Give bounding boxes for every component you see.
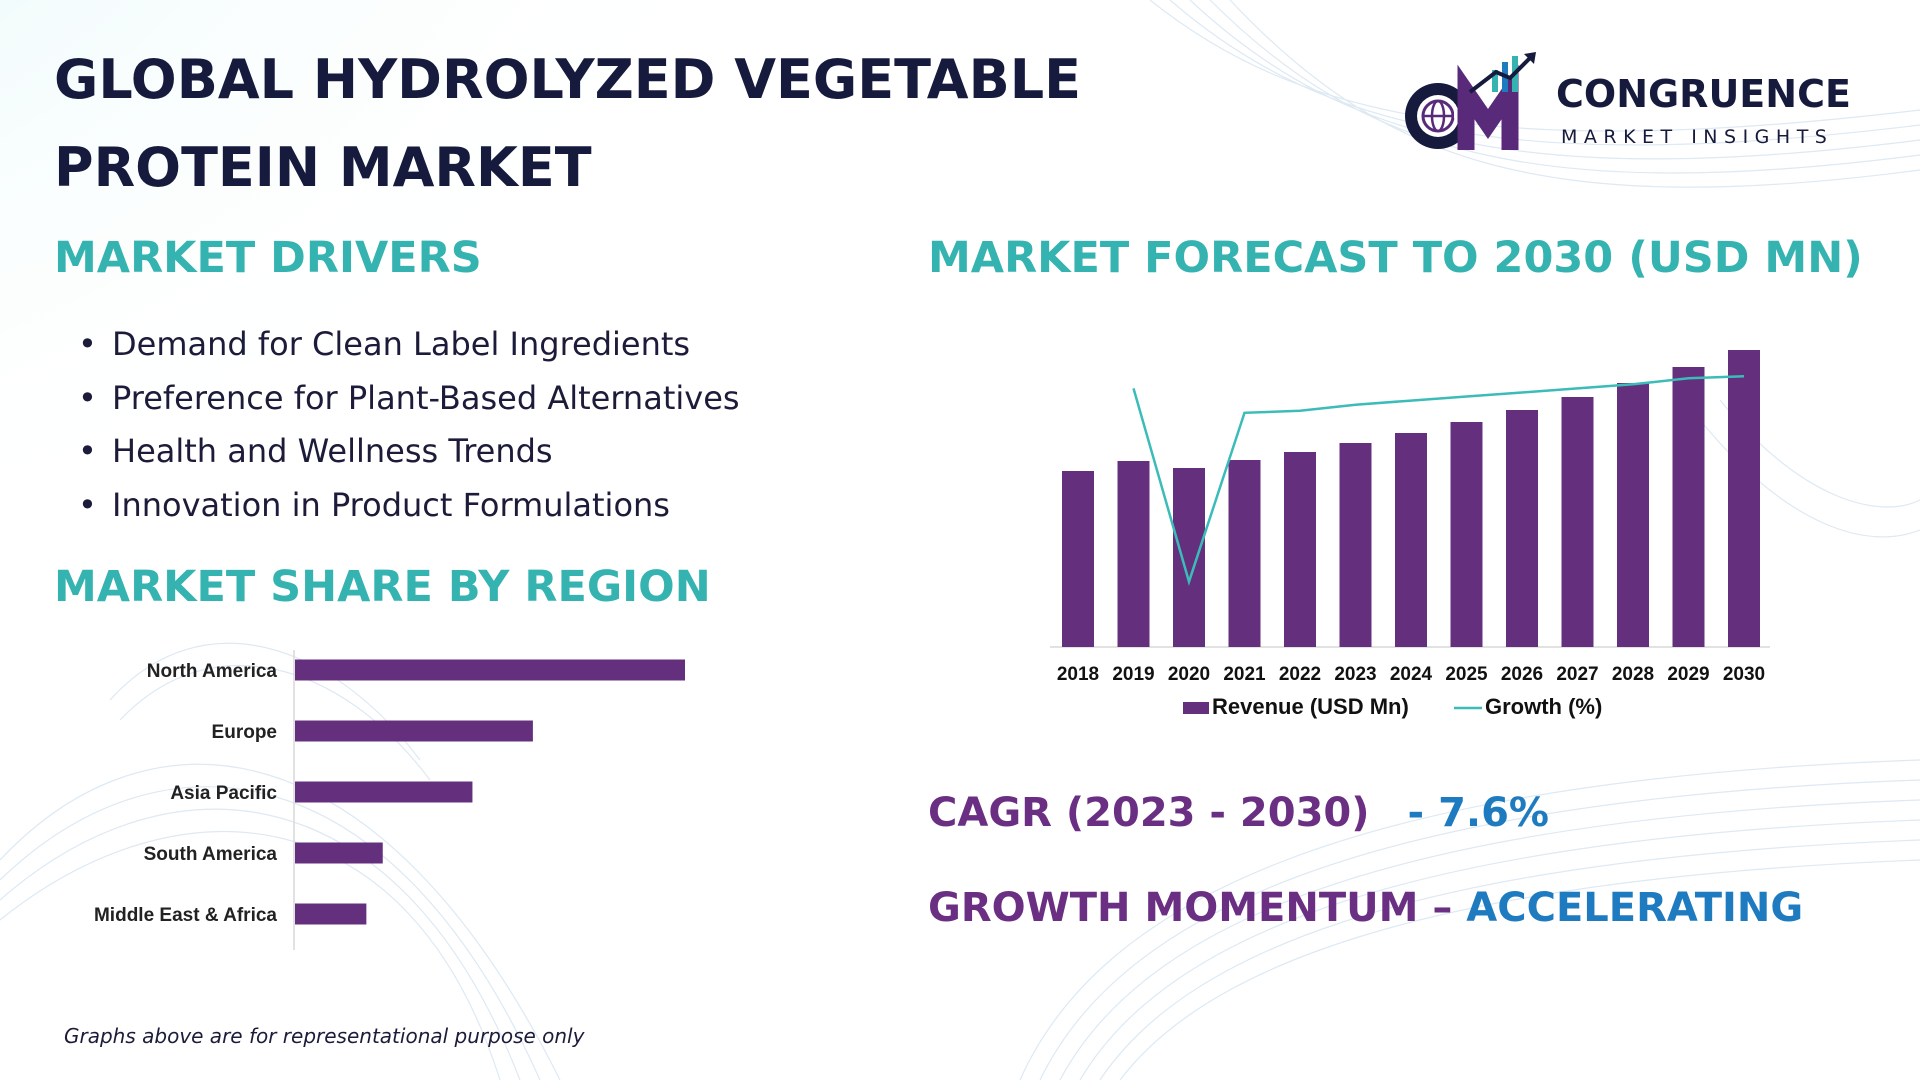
driver-text: Preference for Plant-Based Alternatives [112, 378, 740, 417]
year-tick-label: 2020 [1168, 664, 1210, 685]
bullet-icon: • [78, 485, 97, 524]
list-item: • Health and Wellness Trends [78, 425, 740, 479]
region-bar [295, 659, 685, 681]
year-tick-label: 2021 [1223, 664, 1266, 685]
logo: CONGRUENCE MARKET INSIGHTS [1400, 52, 1870, 162]
year-tick-label: 2022 [1279, 664, 1321, 685]
page-title: GLOBAL HYDROLYZED VEGETABLE PROTEIN MARK… [54, 36, 1234, 212]
revenue-bar [1395, 433, 1427, 647]
year-tick-label: 2023 [1334, 664, 1376, 685]
revenue-bar [1617, 383, 1649, 647]
revenue-bar [1173, 468, 1205, 647]
year-tick-label: 2030 [1723, 664, 1765, 685]
list-item: • Demand for Clean Label Ingredients [78, 318, 740, 372]
region-bar [295, 781, 473, 803]
footnote: Graphs above are for representational pu… [64, 1024, 585, 1048]
year-tick-label: 2029 [1667, 664, 1709, 685]
revenue-bar [1339, 443, 1372, 647]
region-bar [295, 720, 533, 742]
revenue-bar [1506, 410, 1538, 647]
legend-revenue-label: Revenue (USD Mn) [1212, 694, 1409, 719]
bullet-icon: • [78, 378, 97, 417]
region-label: Middle East & Africa [94, 905, 277, 926]
drivers-heading: MARKET DRIVERS [54, 233, 482, 283]
region-label: North America [147, 661, 278, 682]
legend-growth-label: Growth (%) [1485, 694, 1602, 719]
region-bar [295, 903, 367, 925]
region-label: Europe [212, 722, 277, 743]
revenue-bar [1228, 460, 1261, 647]
forecast-combo-chart: Revenue (USD Mn) Growth (%) 2018 2019 2020… [1050, 350, 1770, 719]
driver-text: Health and Wellness Trends [112, 432, 553, 470]
driver-text: Innovation in Product Formulations [112, 485, 670, 524]
year-tick-label: 2025 [1445, 664, 1488, 685]
revenue-bar [1450, 422, 1483, 647]
revenue-bar [1284, 452, 1316, 647]
title-line-2: PROTEIN MARKET [54, 136, 592, 199]
growth-line [1132, 374, 1745, 586]
forecast-heading: MARKET FORECAST TO 2030 (USD MN) [928, 233, 1863, 283]
title-line-1: GLOBAL HYDROLYZED VEGETABLE [54, 48, 1082, 111]
bullet-icon: • [78, 325, 97, 363]
list-item: • Innovation in Product Formulations [78, 479, 740, 533]
region-bar-chart: North America Europe Asia Pacific South Ame… [94, 650, 685, 950]
revenue-bar [1728, 350, 1760, 647]
revenue-bar [1062, 471, 1094, 647]
cagr-row: CAGR (2023 - 2030) - 7.6% [928, 790, 1549, 836]
momentum-value: ACCELERATING [1466, 885, 1804, 931]
logo-tagline: MARKET INSIGHTS [1561, 126, 1834, 148]
momentum-row: GROWTH MOMENTUM – ACCELERATING [928, 885, 1803, 931]
year-tick-label: 2024 [1390, 664, 1433, 685]
logo-name: CONGRUENCE [1556, 72, 1851, 116]
revenue-bar [1117, 461, 1150, 647]
year-tick-label: 2019 [1112, 664, 1154, 685]
revenue-bar [1561, 397, 1594, 647]
list-item: • Preference for Plant-Based Alternatives [78, 372, 740, 426]
year-tick-label: 2027 [1556, 664, 1598, 685]
revenue-bar [1672, 367, 1705, 647]
region-label: South America [144, 844, 278, 865]
year-tick-label: 2026 [1501, 664, 1543, 685]
driver-text: Demand for Clean Label Ingredients [112, 325, 691, 363]
cagr-label: CAGR (2023 - 2030) [928, 790, 1370, 836]
region-label: Asia Pacific [170, 783, 277, 804]
cagr-value: - 7.6% [1407, 790, 1550, 836]
year-tick-label: 2028 [1612, 664, 1654, 685]
forecast-legend: Revenue (USD Mn) Growth (%) [1183, 694, 1602, 719]
momentum-label: GROWTH MOMENTUM – [928, 885, 1453, 931]
region-heading: MARKET SHARE BY REGION [54, 562, 711, 612]
region-bar [295, 842, 383, 864]
drivers-list: • Demand for Clean Label Ingredients • Pre… [78, 318, 740, 532]
legend-revenue-swatch [1183, 702, 1209, 714]
globe-chart-icon [1405, 52, 1536, 150]
bullet-icon: • [78, 432, 97, 470]
year-tick-label: 2018 [1057, 664, 1099, 685]
